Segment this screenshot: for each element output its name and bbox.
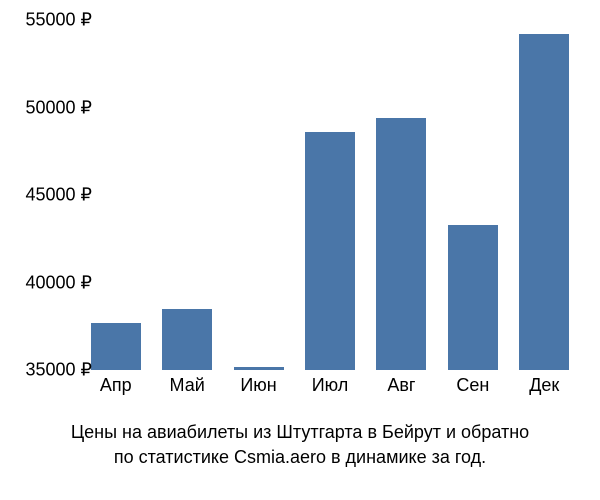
x-tick-label: Апр bbox=[80, 375, 151, 396]
bar bbox=[91, 323, 141, 370]
chart-caption: Цены на авиабилеты из Штутгарта в Бейрут… bbox=[0, 420, 600, 470]
y-tick-label: 45000 ₽ bbox=[25, 185, 92, 206]
bars-group bbox=[80, 20, 580, 370]
y-tick-label: 40000 ₽ bbox=[25, 272, 92, 293]
bar-slot bbox=[223, 20, 294, 370]
bar-slot bbox=[294, 20, 365, 370]
x-tick-label: Сен bbox=[437, 375, 508, 396]
caption-line-2: по статистике Csmia.aero в динамике за г… bbox=[114, 447, 486, 467]
bar bbox=[376, 118, 426, 370]
x-tick-label: Дек bbox=[509, 375, 580, 396]
bar-slot bbox=[437, 20, 508, 370]
bar bbox=[519, 34, 569, 370]
bar-slot bbox=[366, 20, 437, 370]
caption-line-1: Цены на авиабилеты из Штутгарта в Бейрут… bbox=[71, 422, 529, 442]
chart-container: 35000 ₽40000 ₽45000 ₽50000 ₽55000 ₽ АпрМ… bbox=[0, 0, 600, 500]
y-tick-label: 50000 ₽ bbox=[25, 97, 92, 118]
bar bbox=[234, 367, 284, 371]
x-axis-labels: АпрМайИюнИюлАвгСенДек bbox=[80, 375, 580, 396]
x-tick-label: Авг bbox=[366, 375, 437, 396]
bar bbox=[162, 309, 212, 370]
y-tick-label: 55000 ₽ bbox=[25, 10, 92, 31]
x-tick-label: Май bbox=[151, 375, 222, 396]
x-tick-label: Июл bbox=[294, 375, 365, 396]
x-tick-label: Июн bbox=[223, 375, 294, 396]
bar bbox=[448, 225, 498, 370]
bar-slot bbox=[151, 20, 222, 370]
bar bbox=[305, 132, 355, 370]
plot-area bbox=[80, 20, 580, 370]
bar-slot bbox=[509, 20, 580, 370]
